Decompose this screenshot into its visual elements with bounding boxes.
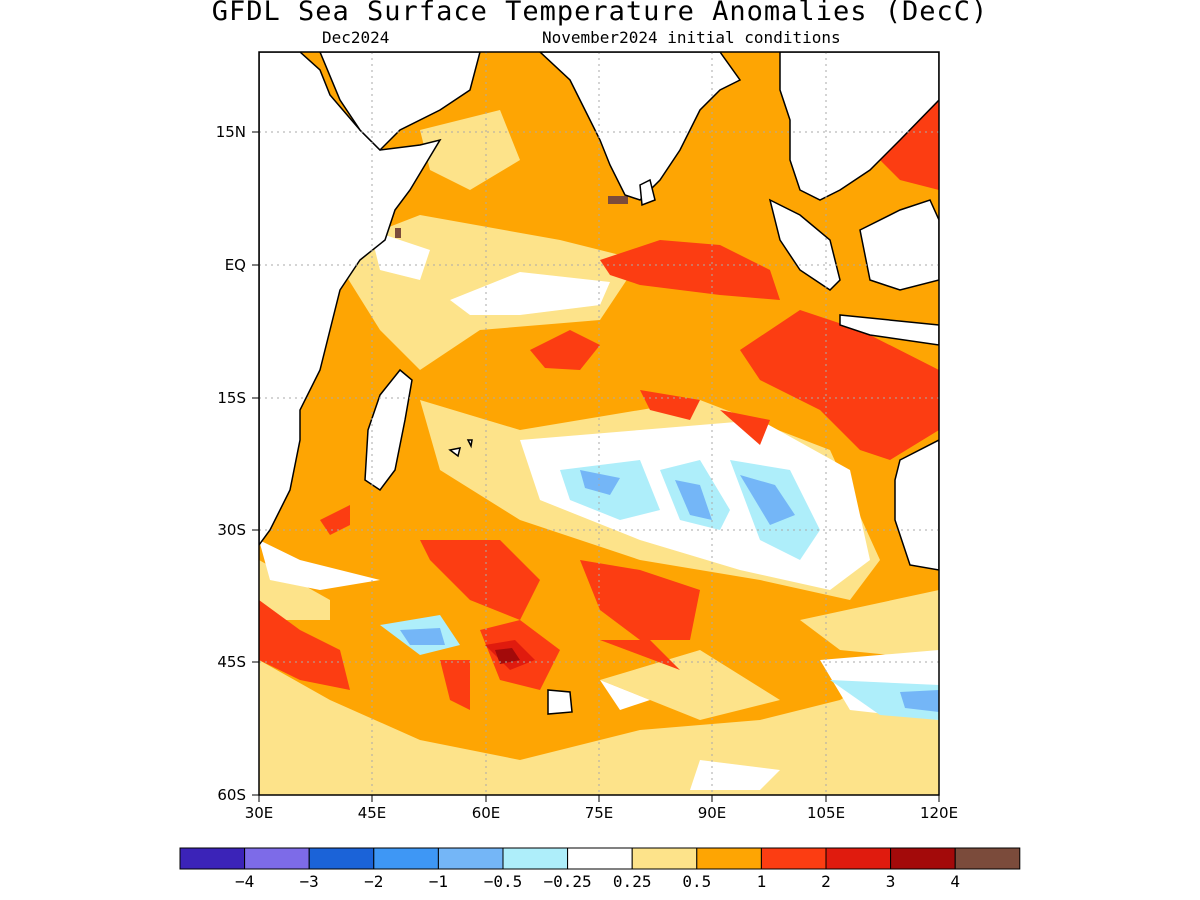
colorbar-swatch bbox=[760, 847, 827, 870]
madagascar-coast bbox=[364, 368, 413, 492]
colorbar-swatch bbox=[308, 847, 375, 870]
lon-label-60e: 60E bbox=[471, 804, 501, 822]
colorbar-swatch bbox=[244, 847, 310, 870]
anomaly-band-very-hot bbox=[495, 648, 520, 664]
borneo-coast bbox=[859, 199, 939, 291]
lon-label-45e: 45E bbox=[357, 804, 387, 822]
colorbar-label: −2 bbox=[364, 872, 384, 891]
lon-label-75e: 75E bbox=[584, 804, 614, 822]
sri-lanka-coast bbox=[639, 178, 656, 207]
africa-coast bbox=[259, 52, 442, 547]
colorbar-swatch bbox=[437, 847, 504, 870]
lat-label-45s: 45S bbox=[217, 653, 246, 671]
australia-coast bbox=[894, 439, 939, 571]
lat-label-eq: EQ bbox=[224, 256, 246, 274]
axis-ticks bbox=[252, 131, 940, 802]
colorbar-swatch bbox=[954, 847, 1021, 870]
lat-label-60s: 60S bbox=[217, 786, 246, 804]
lon-label-90e: 90E bbox=[697, 804, 727, 822]
initial-conditions-label: November2024 initial conditions bbox=[542, 28, 841, 47]
map-title: GFDL Sea Surface Temperature Anomalies (… bbox=[211, 0, 989, 27]
arabia-coast bbox=[319, 52, 481, 152]
lat-label-30s: 30S bbox=[217, 521, 246, 539]
colorbar-label: 1 bbox=[756, 872, 767, 891]
colorbar-label: −1 bbox=[428, 872, 449, 891]
lat-label-15n: 15N bbox=[215, 123, 246, 141]
southeast-asia-coast bbox=[779, 52, 939, 201]
colorbar-swatch bbox=[825, 847, 892, 870]
colorbar bbox=[179, 847, 1021, 870]
colorbar-label: 3 bbox=[885, 872, 896, 891]
colorbar-label: −0.25 bbox=[543, 872, 592, 891]
anomaly-band-cold bbox=[400, 470, 939, 712]
colorbar-label: −3 bbox=[299, 872, 319, 891]
colorbar-swatch bbox=[502, 847, 569, 870]
lon-label-105e: 105E bbox=[806, 804, 846, 822]
colorbar-label: 0.25 bbox=[612, 872, 652, 891]
colorbar-swatch bbox=[179, 847, 246, 870]
colorbar-label: 4 bbox=[950, 872, 960, 891]
lon-label-30e: 30E bbox=[244, 804, 274, 822]
lon-label-120e: 120E bbox=[919, 804, 959, 822]
forecast-month: Dec2024 bbox=[322, 28, 390, 47]
colorbar-swatch bbox=[631, 847, 698, 870]
anomaly-band-extreme bbox=[395, 196, 628, 238]
graticule bbox=[259, 52, 939, 795]
colorbar-swatch bbox=[373, 847, 439, 870]
land-masses bbox=[259, 52, 939, 715]
colorbar-label: 2 bbox=[821, 872, 831, 891]
colorbar-swatch bbox=[696, 847, 762, 870]
colorbar-label: −0.5 bbox=[483, 872, 523, 891]
colorbar-swatch bbox=[890, 847, 956, 870]
kerguelen-coast bbox=[547, 689, 573, 715]
lat-label-15s: 15S bbox=[217, 389, 246, 407]
sumatra-coast bbox=[768, 198, 841, 291]
anomaly-field bbox=[259, 52, 939, 795]
colorbar-label: −4 bbox=[234, 872, 255, 891]
colorbar-swatch bbox=[567, 847, 633, 870]
colorbar-label: 0.5 bbox=[682, 872, 712, 891]
java-coast bbox=[839, 314, 939, 346]
